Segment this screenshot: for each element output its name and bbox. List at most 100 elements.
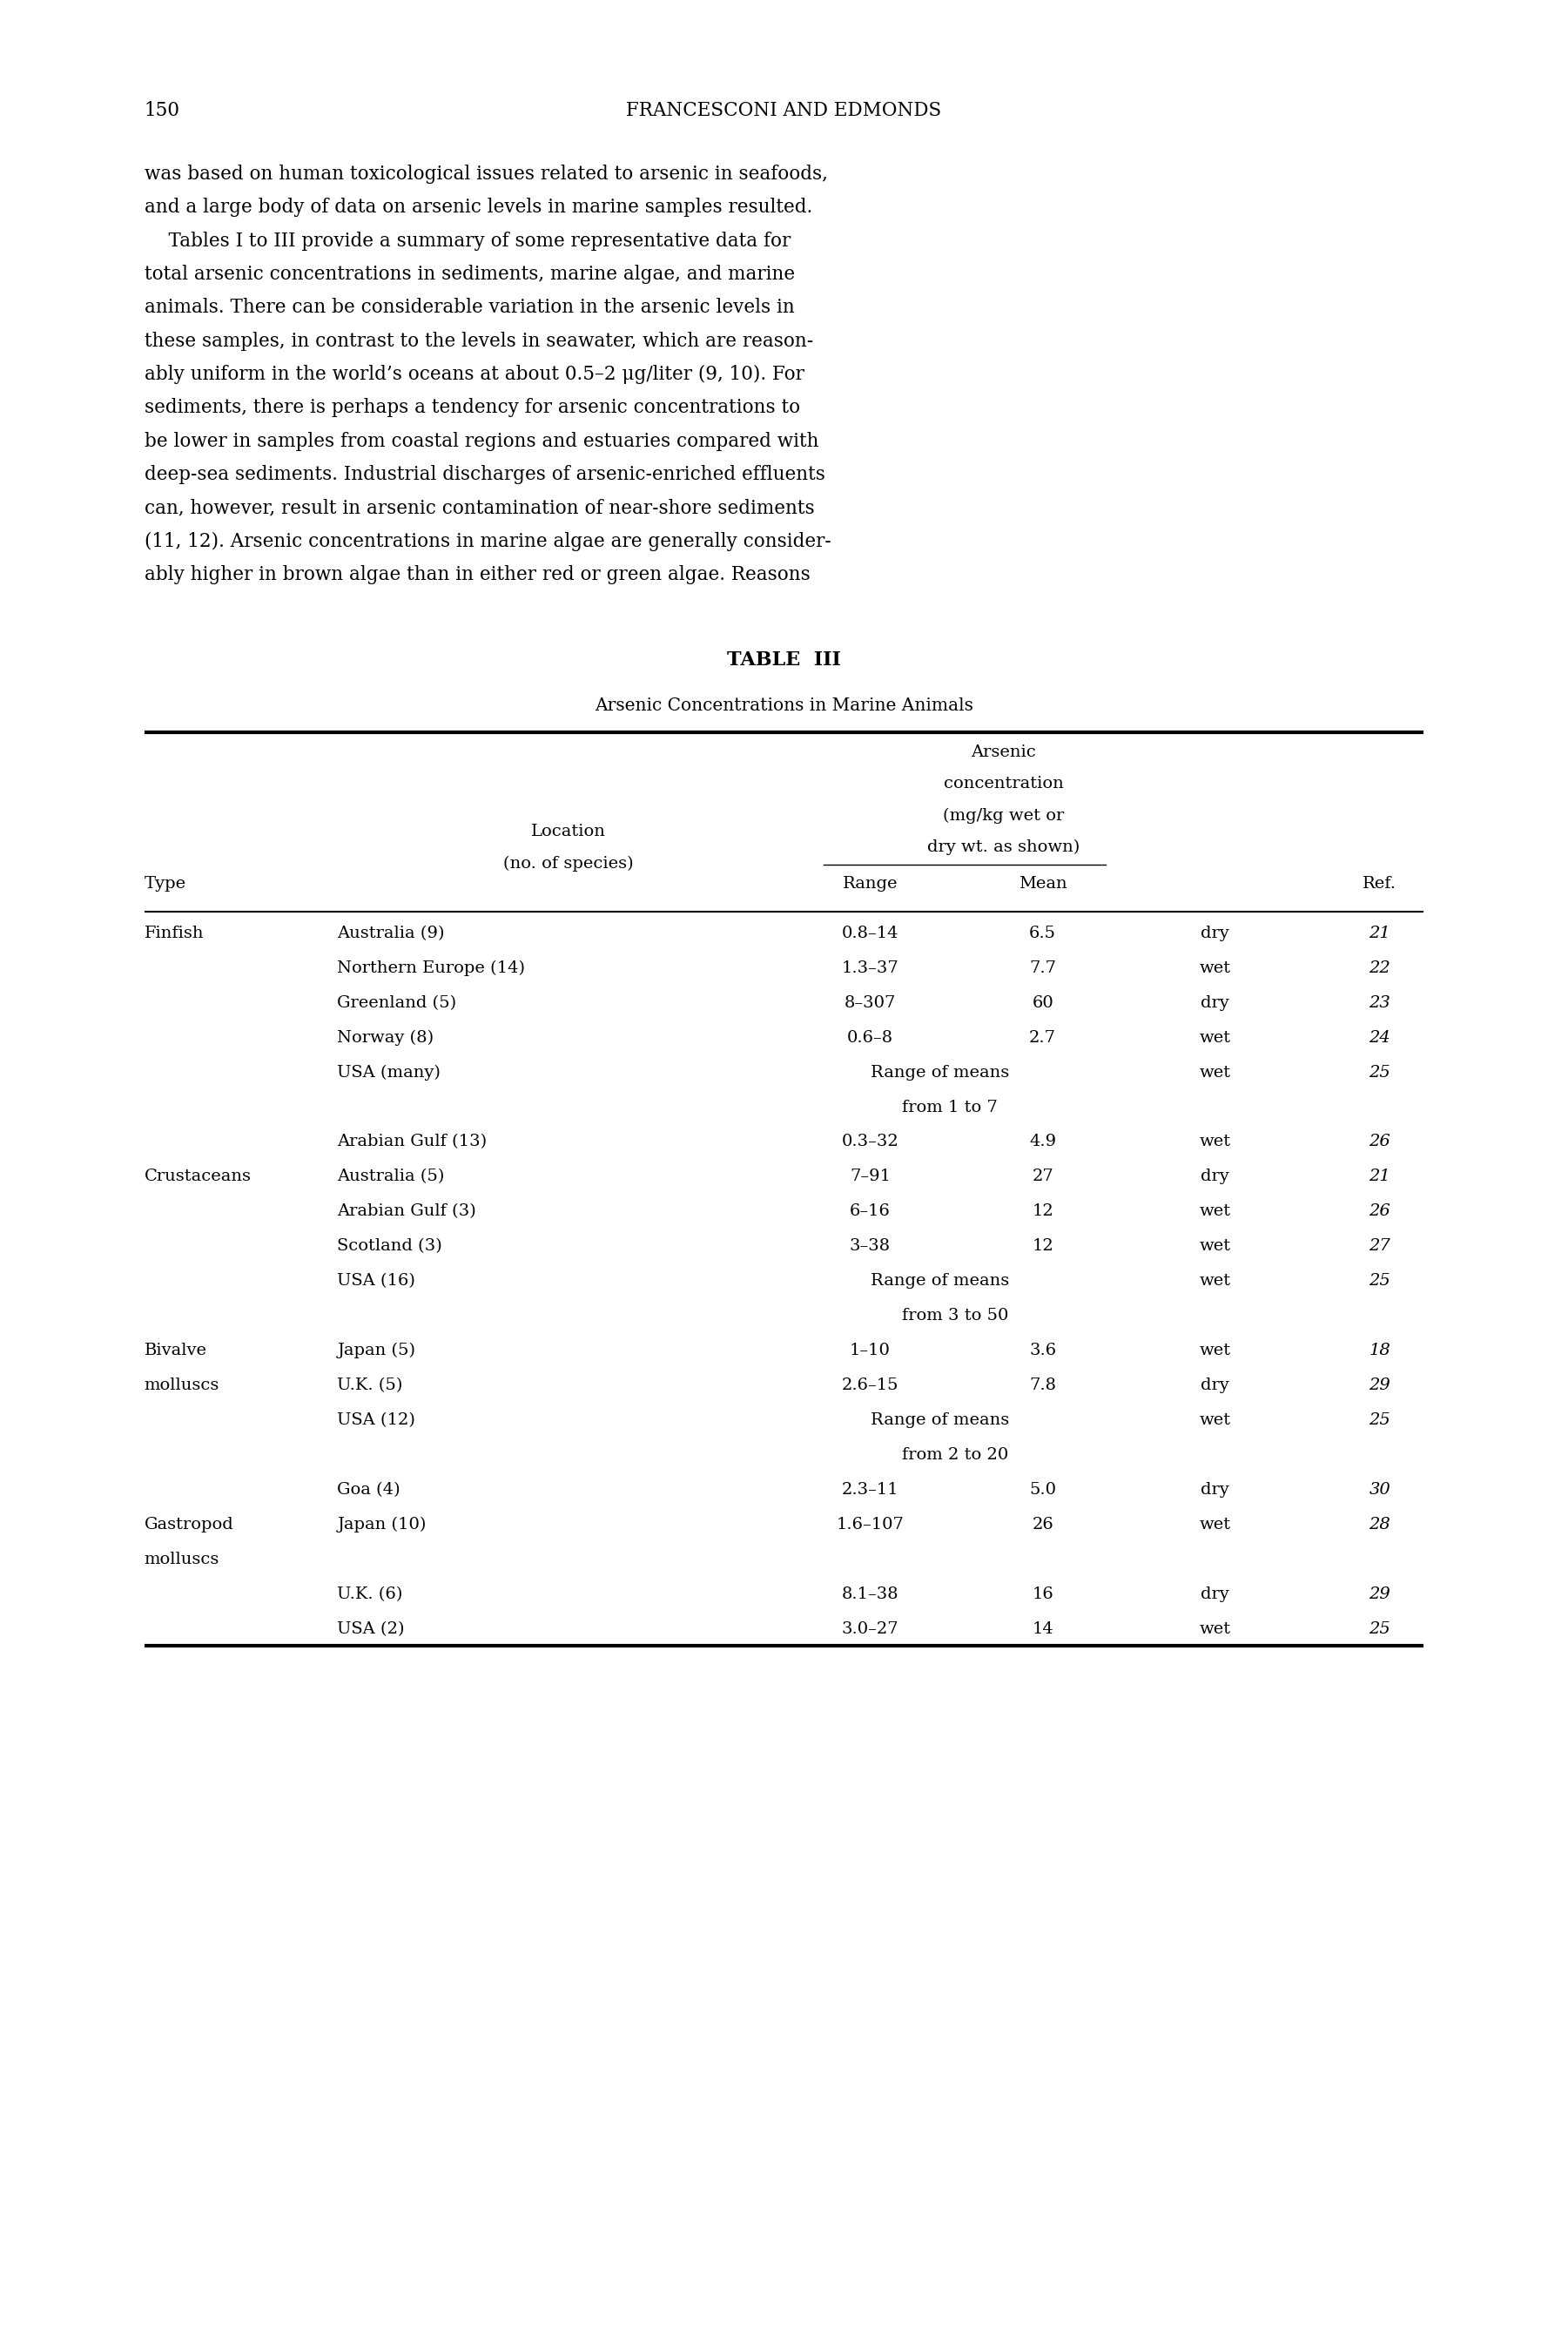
Text: (no. of species): (no. of species): [503, 856, 633, 872]
Text: from 2 to 20: from 2 to 20: [902, 1448, 1008, 1462]
Text: Greenland (5): Greenland (5): [337, 994, 456, 1011]
Text: U.K. (6): U.K. (6): [337, 1587, 403, 1601]
Text: Northern Europe (14): Northern Europe (14): [337, 959, 525, 976]
Text: USA (many): USA (many): [337, 1065, 441, 1081]
Text: Range: Range: [842, 877, 898, 891]
Text: 7–91: 7–91: [850, 1168, 891, 1185]
Text: Mean: Mean: [1019, 877, 1066, 891]
Text: dry: dry: [1201, 1168, 1229, 1185]
Text: molluscs: molluscs: [144, 1378, 220, 1394]
Text: 8–307: 8–307: [845, 994, 895, 1011]
Text: 28: 28: [1369, 1516, 1391, 1533]
Text: from 3 to 50: from 3 to 50: [902, 1307, 1008, 1324]
Text: TABLE  III: TABLE III: [728, 651, 840, 670]
Text: 1.3–37: 1.3–37: [842, 959, 898, 976]
Text: sediments, there is perhaps a tendency for arsenic concentrations to: sediments, there is perhaps a tendency f…: [144, 397, 800, 418]
Text: Australia (9): Australia (9): [337, 926, 445, 940]
Text: 14: 14: [1032, 1622, 1054, 1636]
Text: wet: wet: [1200, 1622, 1231, 1636]
Text: Ref.: Ref.: [1363, 877, 1397, 891]
Text: wet: wet: [1200, 1065, 1231, 1079]
Text: 2.3–11: 2.3–11: [842, 1481, 898, 1498]
Text: (mg/kg wet or: (mg/kg wet or: [942, 809, 1065, 823]
Text: wet: wet: [1200, 1342, 1231, 1359]
Text: 3.0–27: 3.0–27: [842, 1622, 898, 1636]
Text: 1–10: 1–10: [850, 1342, 891, 1359]
Text: 5.0: 5.0: [1029, 1481, 1057, 1498]
Text: Range of means: Range of means: [870, 1413, 1008, 1427]
Text: 0.8–14: 0.8–14: [842, 926, 898, 940]
Text: from 1 to 7: from 1 to 7: [902, 1100, 997, 1114]
Text: 6.5: 6.5: [1029, 926, 1057, 940]
Text: 26: 26: [1032, 1516, 1054, 1533]
Text: 24: 24: [1369, 1030, 1391, 1046]
Text: Arsenic: Arsenic: [971, 745, 1036, 759]
Text: 29: 29: [1369, 1378, 1391, 1394]
Text: 16: 16: [1032, 1587, 1054, 1601]
Text: USA (16): USA (16): [337, 1274, 416, 1288]
Text: Arsenic Concentrations in Marine Animals: Arsenic Concentrations in Marine Animals: [594, 698, 974, 715]
Text: total arsenic concentrations in sediments, marine algae, and marine: total arsenic concentrations in sediment…: [144, 266, 795, 284]
Text: wet: wet: [1200, 1204, 1231, 1220]
Text: ably higher in brown algae than in either red or green algae. Reasons: ably higher in brown algae than in eithe…: [144, 564, 811, 585]
Text: Bivalve: Bivalve: [144, 1342, 207, 1359]
Text: was based on human toxicological issues related to arsenic in seafoods,: was based on human toxicological issues …: [144, 165, 828, 183]
Text: 60: 60: [1032, 994, 1054, 1011]
Text: Finfish: Finfish: [144, 926, 204, 940]
Text: Arabian Gulf (13): Arabian Gulf (13): [337, 1133, 488, 1150]
Text: 7.7: 7.7: [1029, 959, 1057, 976]
Text: dry: dry: [1201, 926, 1229, 940]
Text: 25: 25: [1369, 1622, 1391, 1636]
Text: 22: 22: [1369, 959, 1391, 976]
Text: wet: wet: [1200, 1030, 1231, 1046]
Text: dry: dry: [1201, 1587, 1229, 1601]
Text: these samples, in contrast to the levels in seawater, which are reason-: these samples, in contrast to the levels…: [144, 331, 812, 350]
Text: 27: 27: [1032, 1168, 1054, 1185]
Text: 27: 27: [1369, 1239, 1391, 1253]
Text: U.K. (5): U.K. (5): [337, 1378, 403, 1394]
Text: 12: 12: [1032, 1239, 1054, 1253]
Text: wet: wet: [1200, 1274, 1231, 1288]
Text: dry: dry: [1201, 1378, 1229, 1394]
Text: concentration: concentration: [944, 776, 1063, 792]
Text: Scotland (3): Scotland (3): [337, 1239, 442, 1253]
Text: FRANCESCONI AND EDMONDS: FRANCESCONI AND EDMONDS: [626, 101, 942, 120]
Text: 21: 21: [1369, 1168, 1391, 1185]
Text: USA (12): USA (12): [337, 1413, 416, 1427]
Text: 2.7: 2.7: [1029, 1030, 1057, 1046]
Text: Japan (5): Japan (5): [337, 1342, 416, 1359]
Text: Type: Type: [144, 877, 187, 891]
Text: dry wt. as shown): dry wt. as shown): [927, 839, 1080, 856]
Text: Norway (8): Norway (8): [337, 1030, 434, 1046]
Text: Crustaceans: Crustaceans: [144, 1168, 251, 1185]
Text: 26: 26: [1369, 1204, 1391, 1220]
Text: 6–16: 6–16: [850, 1204, 891, 1220]
Text: 30: 30: [1369, 1481, 1391, 1498]
Text: 0.3–32: 0.3–32: [842, 1133, 898, 1150]
Text: Location: Location: [532, 823, 605, 839]
Text: 1.6–107: 1.6–107: [836, 1516, 905, 1533]
Text: dry: dry: [1201, 1481, 1229, 1498]
Text: 29: 29: [1369, 1587, 1391, 1601]
Text: molluscs: molluscs: [144, 1552, 220, 1568]
Text: Arabian Gulf (3): Arabian Gulf (3): [337, 1204, 477, 1220]
Text: Australia (5): Australia (5): [337, 1168, 445, 1185]
Text: wet: wet: [1200, 959, 1231, 976]
Text: Goa (4): Goa (4): [337, 1481, 400, 1498]
Text: 21: 21: [1369, 926, 1391, 940]
Text: 12: 12: [1032, 1204, 1054, 1220]
Text: be lower in samples from coastal regions and estuaries compared with: be lower in samples from coastal regions…: [144, 433, 818, 451]
Text: 23: 23: [1369, 994, 1391, 1011]
Text: 25: 25: [1369, 1413, 1391, 1427]
Text: 25: 25: [1369, 1274, 1391, 1288]
Text: 7.8: 7.8: [1029, 1378, 1057, 1394]
Text: (11, 12). Arsenic concentrations in marine algae are generally consider-: (11, 12). Arsenic concentrations in mari…: [144, 531, 831, 550]
Text: Japan (10): Japan (10): [337, 1516, 426, 1533]
Text: 25: 25: [1369, 1065, 1391, 1079]
Text: can, however, result in arsenic contamination of near-shore sediments: can, however, result in arsenic contamin…: [144, 498, 814, 517]
Text: 4.9: 4.9: [1029, 1133, 1057, 1150]
Text: 150: 150: [144, 101, 180, 120]
Text: deep-sea sediments. Industrial discharges of arsenic-enriched effluents: deep-sea sediments. Industrial discharge…: [144, 465, 825, 484]
Text: Range of means: Range of means: [870, 1274, 1008, 1288]
Text: Tables I to III provide a summary of some representative data for: Tables I to III provide a summary of som…: [144, 230, 790, 252]
